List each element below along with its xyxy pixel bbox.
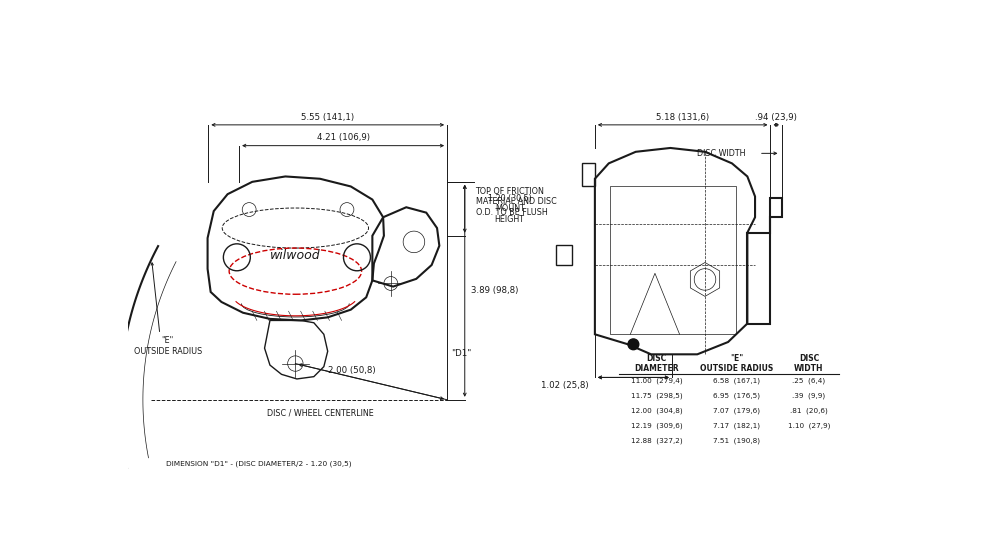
Text: 12.88  (327,2): 12.88 (327,2) [631, 437, 682, 444]
Text: 7.17  (182,1): 7.17 (182,1) [713, 422, 760, 429]
Text: DISC
DIAMETER: DISC DIAMETER [634, 354, 679, 373]
Text: "D1": "D1" [451, 349, 471, 358]
Text: .25  (6,4): .25 (6,4) [792, 377, 826, 384]
Text: 3.89 (98,8): 3.89 (98,8) [471, 286, 518, 295]
Text: 4.21 (106,9): 4.21 (106,9) [317, 133, 370, 143]
Text: DISC WIDTH: DISC WIDTH [697, 149, 746, 158]
Text: 6.95  (176,5): 6.95 (176,5) [713, 392, 760, 399]
Text: DIMENSION "D1" - (DISC DIAMETER/2 - 1.20 (30,5): DIMENSION "D1" - (DISC DIAMETER/2 - 1.20… [166, 461, 352, 467]
Text: 2.00 (50,8): 2.00 (50,8) [328, 366, 376, 375]
Text: .81  (20,6): .81 (20,6) [790, 407, 828, 414]
Text: DISC
WIDTH: DISC WIDTH [794, 354, 824, 373]
Text: 7.51  (190,8): 7.51 (190,8) [713, 437, 760, 444]
Circle shape [628, 339, 639, 350]
Text: 7.07  (179,6): 7.07 (179,6) [713, 407, 760, 414]
Text: .39  (9,9): .39 (9,9) [792, 392, 826, 399]
Text: 5.18 (131,6): 5.18 (131,6) [656, 113, 709, 122]
Text: 5.55 (141,1): 5.55 (141,1) [301, 113, 354, 122]
Text: 6.58  (167,1): 6.58 (167,1) [713, 377, 760, 384]
Text: 11.75  (298,5): 11.75 (298,5) [631, 392, 682, 399]
Text: 11.00  (279,4): 11.00 (279,4) [631, 377, 682, 384]
Text: 12.00  (304,8): 12.00 (304,8) [631, 407, 682, 414]
Text: DISC / WHEEL CENTERLINE: DISC / WHEEL CENTERLINE [267, 408, 373, 417]
Text: .94 (23,9): .94 (23,9) [755, 113, 797, 122]
Text: 12.19  (309,6): 12.19 (309,6) [631, 422, 682, 429]
Text: "E"
OUTSIDE RADIUS: "E" OUTSIDE RADIUS [700, 354, 773, 373]
Text: 1.20 (30,5)
MOUNT
HEIGHT: 1.20 (30,5) MOUNT HEIGHT [488, 194, 532, 224]
Text: 1.10  (27,9): 1.10 (27,9) [788, 422, 830, 429]
Text: "E"
OUTSIDE RADIUS: "E" OUTSIDE RADIUS [134, 336, 202, 355]
Text: TOP OF FRICTION
MATERIAL AND DISC
O.D. TO BE FLUSH: TOP OF FRICTION MATERIAL AND DISC O.D. T… [476, 187, 556, 217]
Text: 1.02 (25,8): 1.02 (25,8) [541, 381, 589, 390]
Text: wilwood: wilwood [270, 249, 321, 262]
